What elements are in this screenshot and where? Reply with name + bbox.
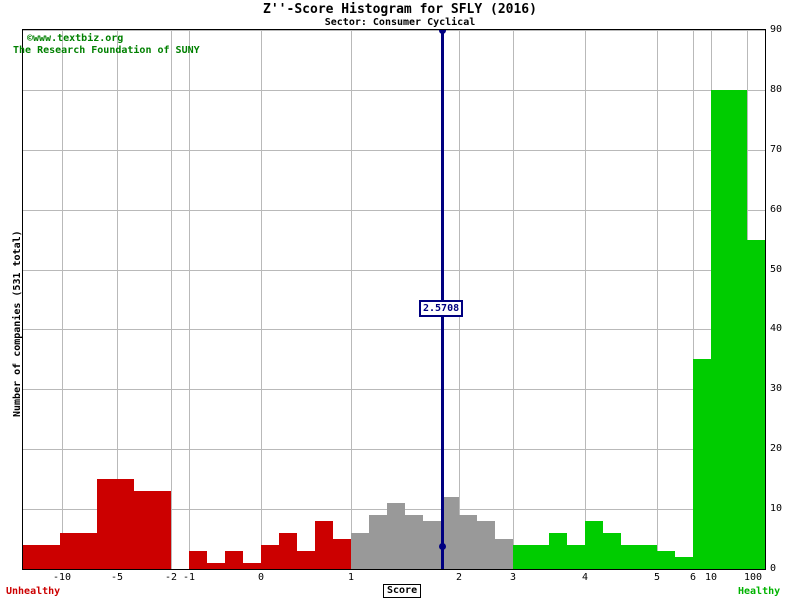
histogram-bar [621,545,639,569]
histogram-bar [765,563,766,569]
x-tick-label: 4 [581,572,589,583]
x-tick-label: 5 [653,572,661,583]
histogram-bar [495,539,513,569]
histogram-bar [567,545,585,569]
x-tick-label: 1 [347,572,355,583]
x-tick-label: 0 [257,572,265,583]
histogram-bar [603,533,621,569]
y-tick-label: 30 [770,383,783,395]
x-axis-title: Score [383,584,422,598]
watermark-org: The Research Foundation of SUNY [13,45,200,56]
histogram-bar [351,533,369,569]
x-tick-label: -5 [110,572,124,583]
score-marker-value: 2.5708 [419,300,464,317]
score-marker-top-dot [439,30,446,34]
y-tick-label: 40 [770,323,783,335]
gridline-vertical [459,30,460,569]
histogram-bar [23,545,60,569]
gridline-vertical [351,30,352,569]
x-tick-label: 100 [743,572,763,583]
chart-title: Z''-Score Histogram for SFLY (2016) [263,2,537,17]
histogram-bar [387,503,405,569]
plot-area: 2.5708 [22,29,766,570]
histogram-bar [134,491,171,569]
gridline-horizontal [23,89,765,91]
histogram-bar [513,545,531,569]
y-tick-label: 80 [770,83,783,95]
histogram-bar [243,563,261,569]
gridline-vertical [171,30,172,569]
y-tick-label: 0 [770,563,777,574]
x-tick-label: 10 [704,572,718,583]
unhealthy-label: Unhealthy [6,586,61,597]
x-tick-label: -10 [52,572,72,583]
gridline-vertical [693,30,694,569]
histogram-bar [585,521,603,569]
histogram-bar [60,533,97,569]
gridline-horizontal [23,449,765,451]
gridline-horizontal [23,329,765,331]
watermark-site: ©www.textbiz.org [27,33,124,44]
gridline-vertical [765,30,766,569]
histogram-bar [261,545,279,569]
gridline-vertical [189,30,190,569]
histogram-bar [369,515,387,569]
histogram-bar [657,551,675,569]
histogram-bar [711,89,747,569]
y-tick-label: 10 [770,503,783,515]
score-marker-bottom-dot [439,543,446,550]
histogram-bar [315,521,333,569]
y-tick-label: 70 [770,143,783,155]
chart-subtitle: Sector: Consumer Cyclical [324,17,476,28]
y-tick-label: 90 [770,24,783,35]
histogram-bar [747,239,765,569]
gridline-horizontal [23,269,765,271]
gridline-horizontal [23,389,765,391]
gridline-vertical [62,30,63,569]
histogram-bar [189,551,207,569]
gridline-horizontal [23,149,765,151]
histogram-bar [693,359,711,569]
histogram-bar [279,533,297,569]
histogram-bar [549,533,567,569]
histogram-bar [333,539,351,569]
x-tick-label: -1 [182,572,196,583]
healthy-label: Healthy [738,586,781,597]
histogram-bar [225,551,243,569]
histogram-bar [675,557,693,569]
histogram-bar [297,551,315,569]
score-marker-line [441,30,444,569]
x-tick-label: 3 [509,572,517,583]
histogram-bar [639,545,657,569]
histogram-bar [441,497,459,569]
gridline-vertical [657,30,658,569]
gridline-horizontal [23,30,765,31]
histogram-bar [423,521,441,569]
histogram-bar [405,515,423,569]
histogram-bar [477,521,495,569]
gridline-vertical [513,30,514,569]
gridline-horizontal [23,209,765,211]
x-tick-label: 6 [689,572,697,583]
histogram-bar [459,515,477,569]
x-tick-label: 2 [455,572,463,583]
x-tick-label: -2 [164,572,178,583]
gridline-vertical [585,30,586,569]
histogram-bar [531,545,549,569]
gridline-vertical [117,30,118,569]
gridline-vertical [261,30,262,569]
histogram-bar [207,563,225,569]
y-tick-label: 60 [770,203,783,215]
y-tick-label: 50 [770,263,783,275]
histogram-bar [97,479,134,569]
y-tick-label: 20 [770,443,783,455]
